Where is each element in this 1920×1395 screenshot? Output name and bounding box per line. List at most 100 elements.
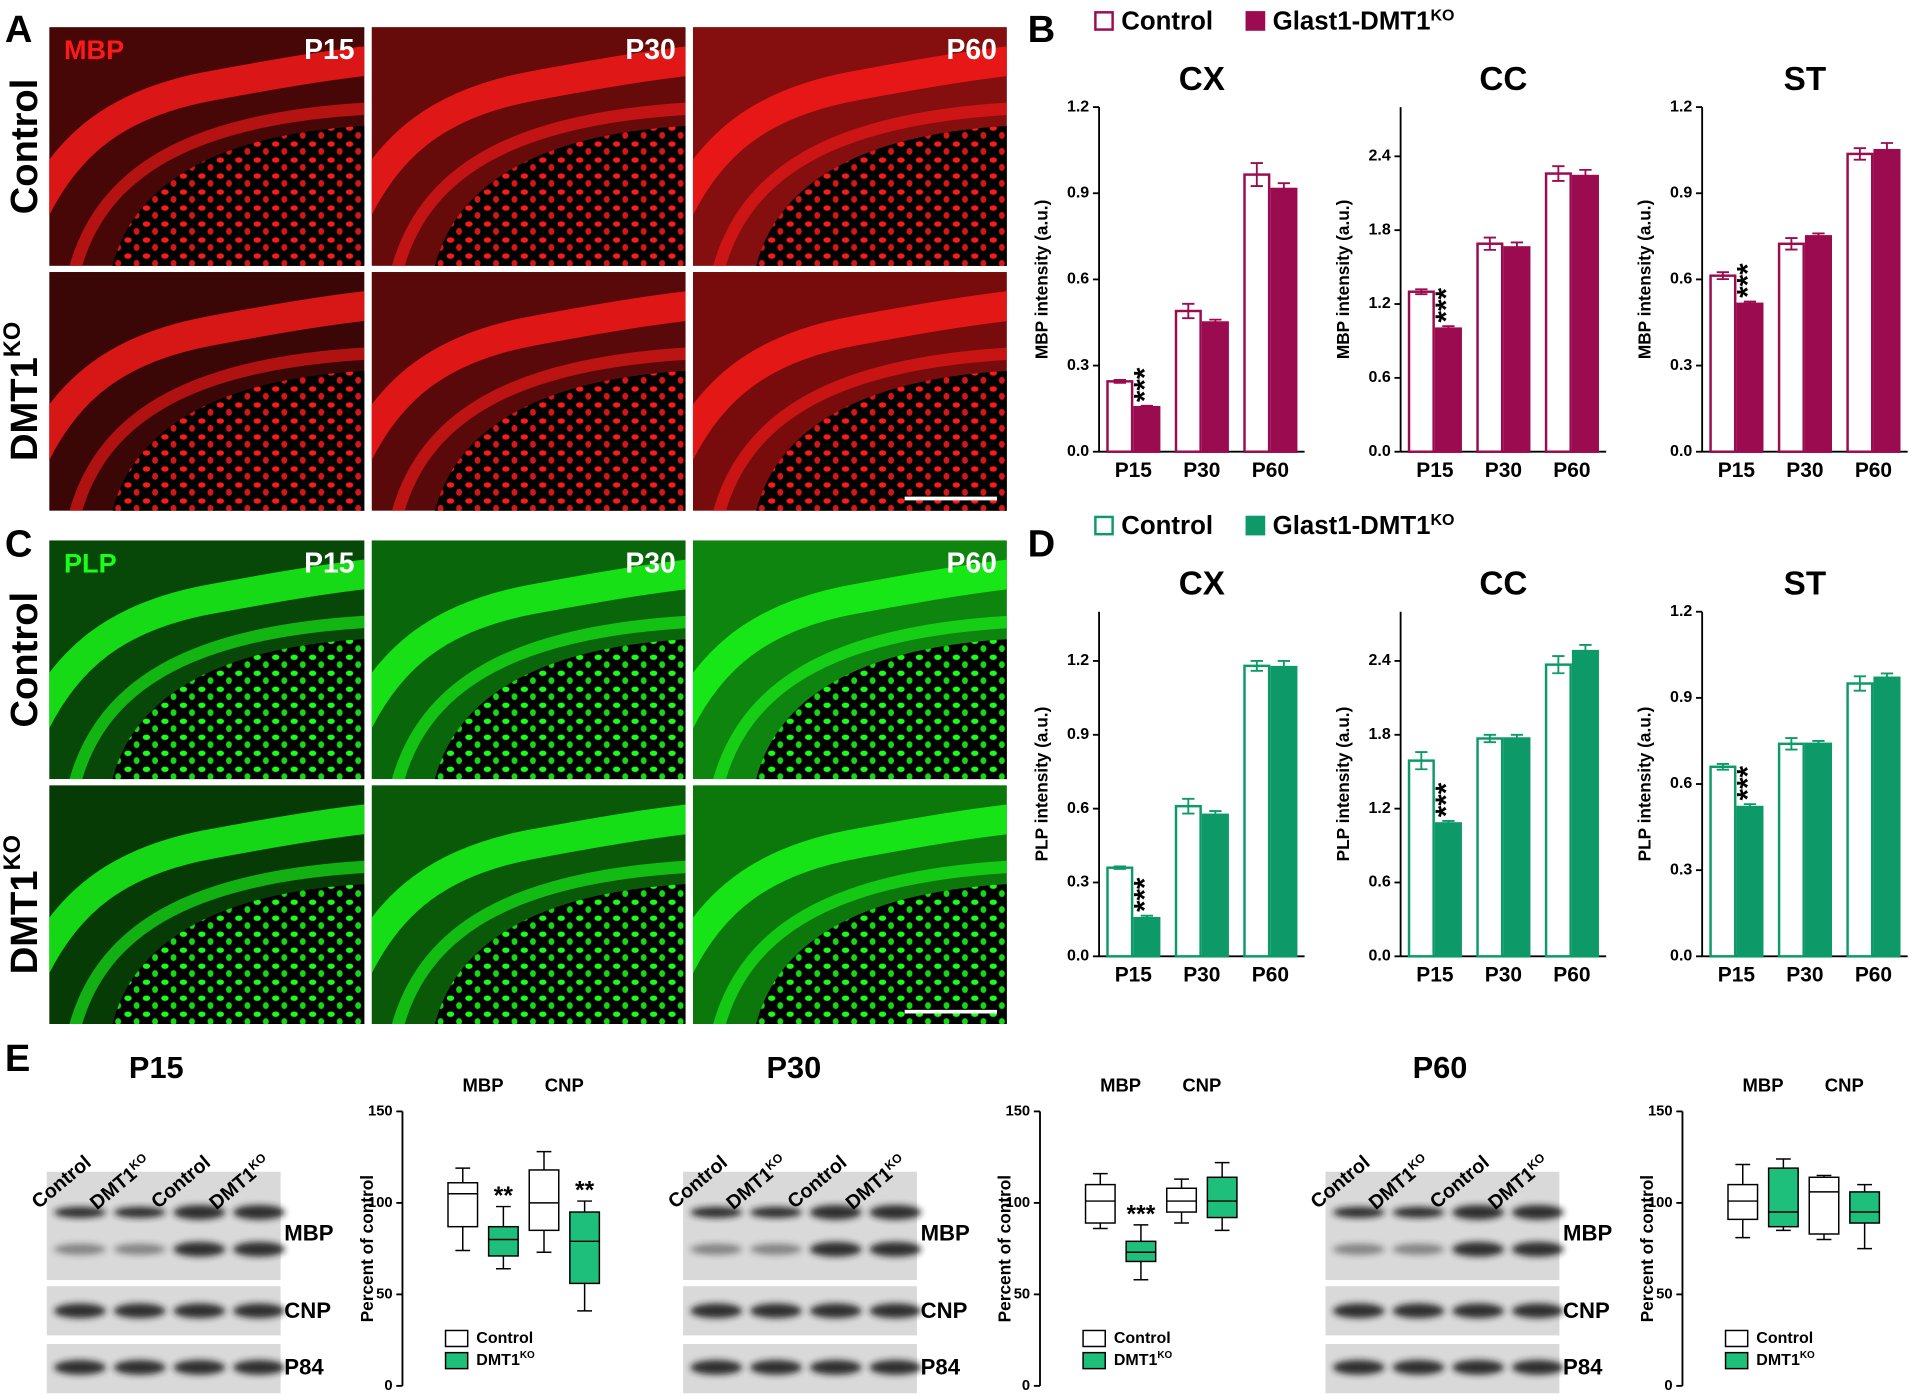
bar (1243, 664, 1271, 958)
y-axis-label: MBP intensity (a.u.) (1031, 200, 1051, 359)
micrograph (49, 785, 365, 1025)
y-tick-label: 0.0 (1369, 443, 1391, 460)
error-bar (1510, 733, 1524, 744)
significance: *** (1129, 367, 1162, 402)
error-bar (1442, 820, 1455, 827)
x-tick-label: P60 (1553, 459, 1590, 482)
band-label: CNP (921, 1298, 968, 1323)
micrograph (692, 27, 1007, 266)
x-tick-label: P30 (1786, 964, 1823, 987)
bar (1736, 805, 1764, 958)
blot-title: P15 (129, 1050, 184, 1085)
striatum (756, 884, 1007, 1025)
y-tick-label: 1.2 (1067, 98, 1089, 115)
blot-band (809, 1204, 862, 1220)
error-bar (1209, 810, 1222, 820)
blot-band (233, 1204, 285, 1220)
legend-swatch (1094, 11, 1114, 31)
error-bar (1785, 737, 1798, 751)
y-tick-label: 1.8 (1369, 221, 1391, 238)
striatum (112, 639, 365, 780)
legend-label: DMT1KO (476, 1350, 535, 1369)
error-bar (1812, 232, 1825, 241)
y-tick-label: 150 (1006, 1103, 1031, 1119)
blot-band (1392, 1360, 1445, 1375)
box (487, 1225, 519, 1257)
blot-band (1452, 1241, 1504, 1257)
corpus-callosum (371, 804, 686, 974)
row-label-main: Control (3, 592, 46, 728)
y-tick-label: 1.2 (1670, 98, 1692, 115)
striatum (112, 126, 365, 266)
y-tick-label: 2.4 (1369, 652, 1391, 669)
error-bar (1716, 271, 1730, 281)
group-label: MBP (463, 1075, 504, 1096)
bar (1434, 327, 1462, 453)
corpus-callosum-edge (69, 102, 365, 266)
blot-title: P60 (1413, 1050, 1468, 1085)
blot-band (690, 1303, 743, 1319)
legend-swatch (1082, 1329, 1106, 1348)
micrograph (371, 27, 686, 266)
error-bar (1442, 325, 1455, 333)
micrograph (371, 272, 686, 511)
bar (1846, 682, 1874, 958)
x-tick-label: P30 (1786, 459, 1823, 482)
micrograph (371, 540, 686, 780)
x-tick-label: P60 (1553, 964, 1590, 987)
y-tick-label: 100 (1006, 1195, 1031, 1211)
y-tick-label: 0.6 (1067, 271, 1089, 288)
group-label: CNP (1825, 1075, 1864, 1096)
error-bar (1880, 672, 1894, 683)
blot-band (113, 1360, 166, 1375)
y-axis-label: MBP intensity (a.u.) (1634, 200, 1654, 359)
blot-band (690, 1243, 743, 1255)
bar (1873, 148, 1901, 453)
micrograph (692, 540, 1007, 780)
legend-swatch (444, 1329, 469, 1348)
error-bar (1140, 914, 1154, 922)
legend-label: Control (1121, 512, 1213, 540)
bar (1544, 663, 1572, 958)
corpus-callosum (49, 46, 365, 216)
row-label-main: Control (3, 79, 46, 215)
legend-swatch (444, 1351, 469, 1370)
y-tick-label: 50 (1014, 1286, 1030, 1302)
error-bar (1743, 300, 1757, 308)
bar (1873, 676, 1901, 958)
legend-label-main: DMT1 (1114, 1352, 1158, 1369)
legend-swatch (1082, 1351, 1106, 1370)
legend-label-main: DMT1 (1756, 1352, 1800, 1369)
panel-label: B (1028, 8, 1056, 51)
subplot-title: CX (1179, 61, 1225, 98)
blot-band (869, 1204, 922, 1220)
blot-band (233, 1241, 285, 1257)
legend-label-main: Control (1121, 8, 1213, 36)
striatum (756, 371, 1007, 511)
corpus-callosum (371, 46, 686, 216)
x-tick-label: P30 (1485, 459, 1522, 482)
age-label: P30 (625, 546, 675, 578)
band-label: MBP (284, 1220, 333, 1245)
blot-band (1332, 1360, 1385, 1375)
error-bar (1209, 318, 1222, 327)
significance: *** (1430, 288, 1463, 323)
panel-label: A (5, 8, 33, 51)
corpus-callosum (692, 291, 1007, 461)
bar (1709, 274, 1737, 453)
error-bar (1140, 404, 1154, 410)
blot-strip (46, 1171, 281, 1281)
panel-label: C (5, 522, 33, 565)
blot-band (54, 1206, 106, 1218)
y-tick-label: 100 (368, 1195, 393, 1211)
error-bar (1853, 147, 1867, 161)
error-bar (1552, 655, 1565, 675)
blot-band (54, 1360, 106, 1375)
legend-label: Control (1756, 1330, 1813, 1347)
micrograph (49, 27, 365, 266)
y-tick-label: 1.2 (1067, 652, 1089, 669)
micrograph (49, 272, 365, 511)
y-tick-label: 0.6 (1067, 800, 1089, 817)
error-bar (1113, 378, 1126, 384)
significance: *** (1732, 263, 1765, 298)
